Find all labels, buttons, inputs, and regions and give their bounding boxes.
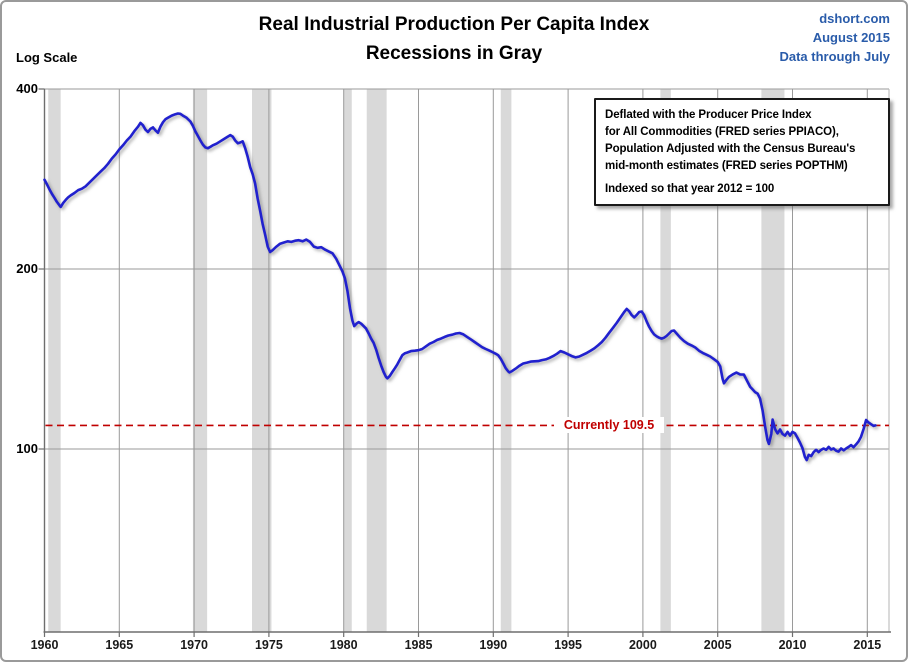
x-axis-label: 2010: [778, 638, 807, 652]
source-site: dshort.com: [819, 11, 890, 26]
x-axis-label: 1995: [554, 638, 582, 652]
x-axis-label: 1990: [479, 638, 508, 652]
x-axis-label: 1960: [30, 638, 59, 652]
recession-band: [343, 89, 352, 632]
log-scale-label: Log Scale: [16, 50, 78, 65]
source-block: dshort.com August 2015 Data through July: [779, 9, 890, 66]
chart-subtitle: Recessions in Gray: [365, 43, 543, 64]
recession-band: [366, 89, 387, 632]
x-axis-label: 2005: [703, 638, 732, 652]
source-date: August 2015: [812, 30, 890, 45]
recession-band: [192, 89, 208, 632]
chart-title: Real Industrial Production Per Capita In…: [258, 14, 650, 35]
recession-band: [660, 89, 671, 632]
annotation-line: Population Adjusted with the Census Bure…: [605, 143, 856, 155]
recession-band: [500, 89, 512, 632]
x-axis-label: 1970: [180, 638, 208, 652]
source-data-through: Data through July: [779, 49, 890, 64]
annotation-footnote: Indexed so that year 2012 = 100: [605, 183, 775, 195]
x-axis-label: 1975: [254, 638, 283, 652]
x-axis-label: 1980: [329, 638, 358, 652]
x-axis-label: 2000: [628, 638, 657, 652]
y-axis-label: 200: [16, 261, 38, 276]
recession-band: [761, 89, 785, 632]
annotation-line: for All Commodities (FRED series PPIACO)…: [605, 126, 839, 138]
recession-band: [251, 89, 272, 632]
annotation-line: Deflated with the Producer Price Index: [605, 109, 812, 121]
chart-title-block: Real Industrial Production Per Capita In…: [2, 10, 906, 68]
annotation-line: mid-month estimates (FRED series POPTHM): [605, 160, 848, 172]
x-axis-label: 2015: [853, 638, 882, 652]
x-axis-label: 1985: [404, 638, 433, 652]
y-axis-label: 100: [16, 441, 38, 456]
y-axis-label: 400: [16, 81, 38, 96]
recession-band: [48, 89, 61, 632]
x-axis-label: 1965: [105, 638, 134, 652]
series-line: [43, 112, 877, 462]
current-value-label: Currently 109.5: [554, 416, 664, 433]
annotation-box: Deflated with the Producer Price Index f…: [594, 98, 890, 206]
